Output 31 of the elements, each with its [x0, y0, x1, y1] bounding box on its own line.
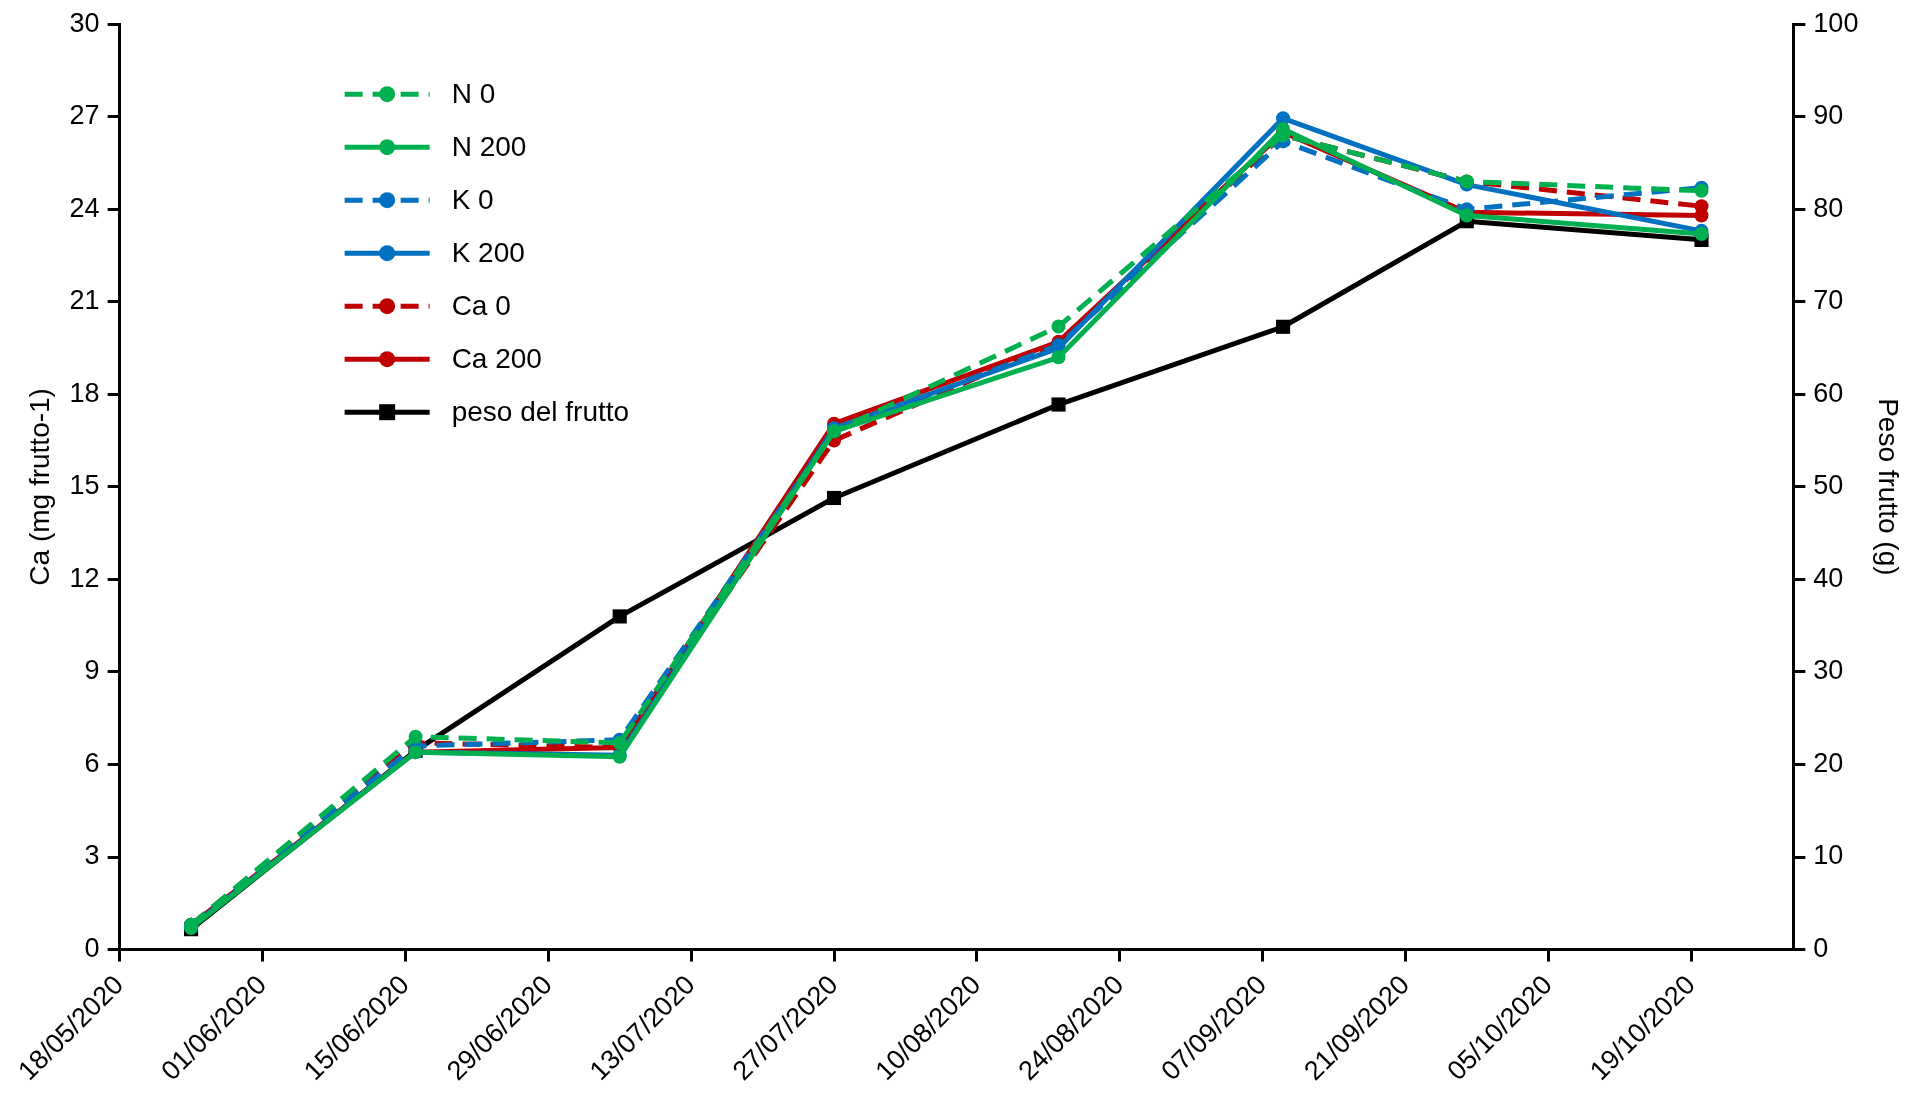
y-tick-label: 18	[69, 377, 100, 408]
y2-tick-label: 60	[1813, 377, 1844, 408]
y-tick-label: 21	[69, 285, 100, 316]
legend-label: K 200	[451, 236, 525, 268]
y2-tick-label: 10	[1813, 840, 1844, 871]
y2-tick-label: 20	[1813, 747, 1844, 778]
y-tick-label: 15	[69, 470, 100, 501]
y2-tick-label: 0	[1813, 932, 1829, 963]
y2-axis-title: Peso frutto (g)	[1873, 398, 1905, 576]
y-tick-label: 24	[69, 192, 100, 223]
y2-tick-label: 90	[1813, 100, 1844, 131]
y2-tick-label: 100	[1813, 7, 1859, 38]
y-axis-title: Ca (mg frutto-1)	[23, 388, 55, 586]
y-tick-label: 9	[84, 655, 100, 686]
y-tick-label: 27	[69, 100, 100, 131]
y-tick-label: 12	[69, 562, 100, 593]
legend-label: peso del frutto	[451, 395, 630, 427]
y-tick-label: 0	[84, 932, 100, 963]
legend-label: Ca 200	[451, 342, 542, 374]
y2-tick-label: 40	[1813, 562, 1844, 593]
y2-tick-label: 30	[1813, 655, 1844, 686]
legend-label: K 0	[451, 183, 494, 215]
y2-tick-label: 50	[1813, 470, 1844, 501]
y-tick-label: 3	[84, 840, 100, 871]
y-tick-label: 6	[84, 747, 100, 778]
y-tick-label: 30	[69, 7, 100, 38]
y2-tick-label: 70	[1813, 285, 1844, 316]
legend-label: N 200	[451, 130, 527, 162]
legend-label: Ca 0	[451, 289, 511, 321]
y2-tick-label: 80	[1813, 192, 1844, 223]
legend-label: N 0	[451, 77, 496, 109]
